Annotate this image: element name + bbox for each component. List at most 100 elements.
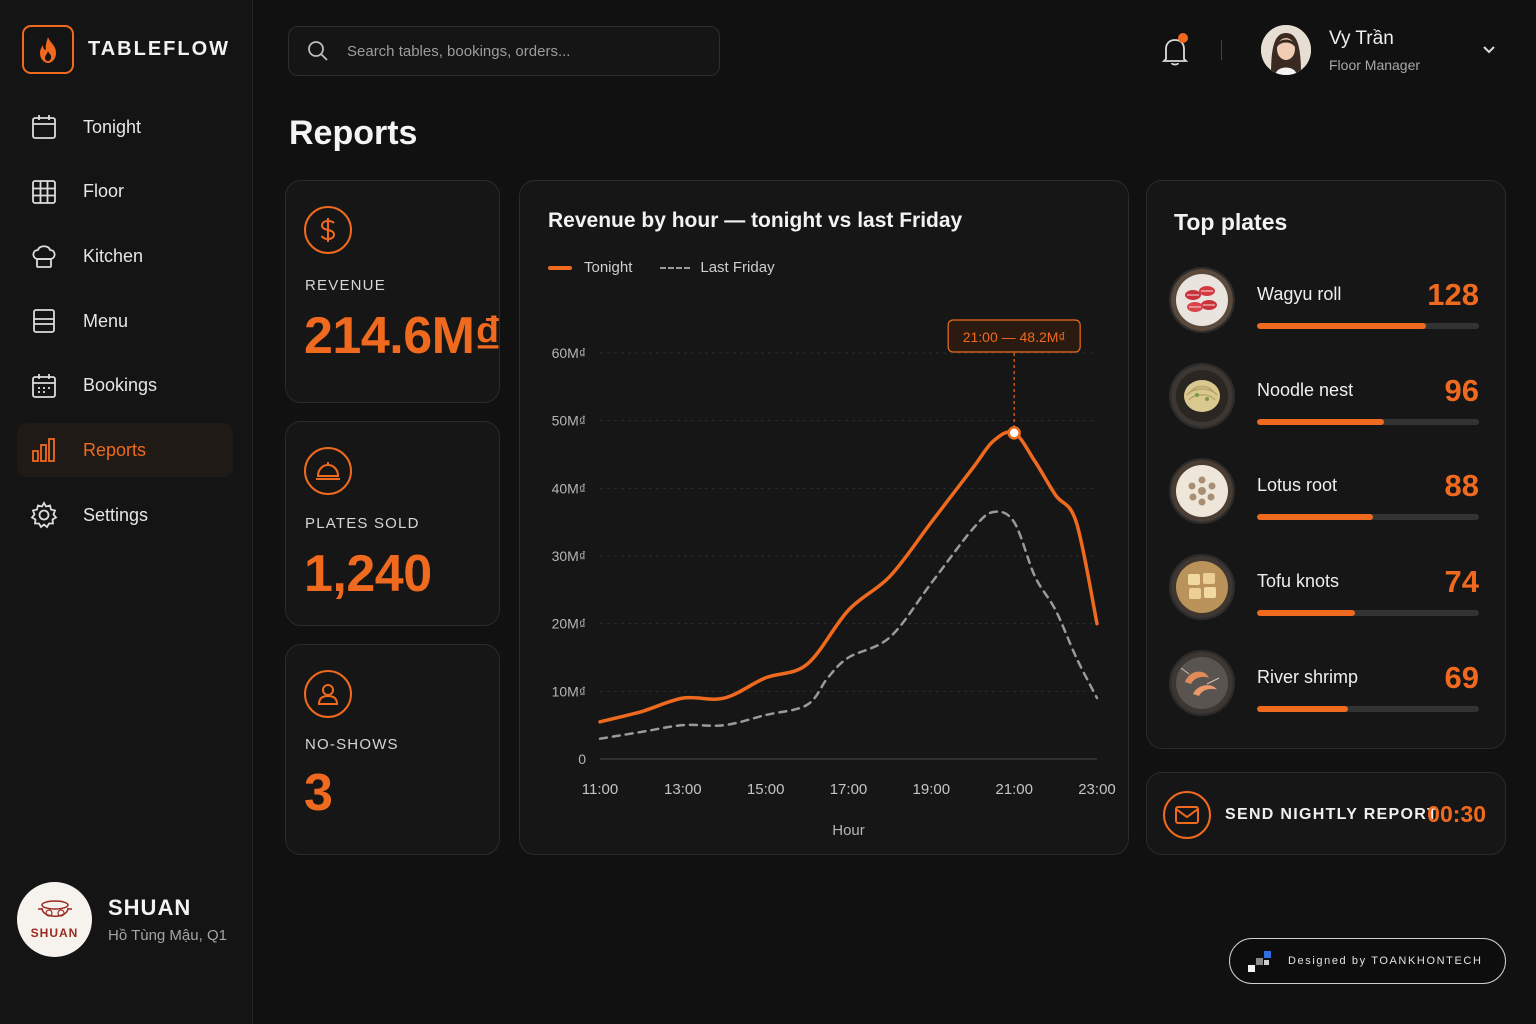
- chevron-down-icon[interactable]: [1481, 44, 1497, 56]
- plate-progress-fill: [1257, 514, 1373, 520]
- x-tick-label: 19:00: [913, 781, 951, 798]
- kpi-card-no-shows: NO-SHOWS 3: [285, 644, 500, 855]
- search-input[interactable]: [347, 42, 687, 60]
- sidebar-item-label: Tonight: [83, 116, 142, 137]
- calendar-icon: [29, 112, 59, 142]
- plate-count: 128: [1427, 277, 1479, 312]
- plate-progress-track: [1257, 323, 1479, 329]
- revenue-chart-card: Revenue by hour — tonight vs last Friday…: [519, 180, 1129, 855]
- revenue-line-chart: 0 10M₫ 20M₫ 30M₫ 40M₫ 50M₫ 60M₫ 11:00 13:00 15:00…: [552, 319, 1116, 839]
- avatar: [1261, 25, 1311, 75]
- plate-count: 96: [1444, 373, 1479, 408]
- designer-credit[interactable]: Designed by TOANKHONTECH: [1229, 938, 1506, 984]
- pixel-logo-icon: [1248, 951, 1271, 972]
- brand[interactable]: TABLEFLOW: [22, 25, 230, 74]
- send-report-label: SEND NIGHTLY REPORT: [1225, 806, 1439, 823]
- list-item[interactable]: River shrimp 69: [1169, 650, 1481, 718]
- user-name: Vy Trần: [1329, 27, 1394, 49]
- lotus-root-image: [1169, 458, 1235, 524]
- sidebar-item-bookings[interactable]: Bookings: [17, 359, 233, 413]
- series-line-tonight: [598, 430, 1099, 724]
- calendar-check-icon: [29, 371, 59, 401]
- series-line-last-friday: [598, 510, 1099, 740]
- restaurant-logo: SHUAN: [17, 882, 92, 957]
- wagyu-roll-image: [1169, 267, 1235, 333]
- dollar-icon: [304, 206, 352, 254]
- restaurant-logo-text: SHUAN: [30, 926, 79, 940]
- x-tick-label: 21:00: [995, 781, 1033, 798]
- y-tick-label: 40M₫: [552, 480, 586, 496]
- restaurant-info[interactable]: SHUAN SHUAN Hồ Tùng Mậu, Q1: [17, 882, 227, 957]
- page-title: Reports: [289, 114, 418, 152]
- annotation-box: [947, 319, 1081, 353]
- y-tick-label: 0: [578, 751, 586, 767]
- plate-progress-track: [1257, 514, 1479, 520]
- list-item[interactable]: Wagyu roll 128: [1169, 267, 1481, 335]
- plate-progress-track: [1257, 610, 1479, 616]
- sidebar-item-kitchen[interactable]: Kitchen: [17, 229, 233, 283]
- sidebar-item-tonight[interactable]: Tonight: [17, 100, 233, 154]
- kpi-value: 214.6M₫: [304, 307, 501, 365]
- sidebar-item-menu[interactable]: Menu: [17, 294, 233, 348]
- send-report-time: 00:30: [1427, 801, 1486, 827]
- restaurant-address: Hồ Tùng Mậu, Q1: [108, 927, 227, 944]
- sidebar-item-floor[interactable]: Floor: [17, 165, 233, 219]
- y-tick-label: 10M₫: [552, 683, 586, 699]
- x-tick-label: 13:00: [664, 781, 702, 798]
- hotpot-icon: [37, 900, 72, 917]
- plate-name: Tofu knots: [1257, 571, 1340, 591]
- top-plates-card: Top plates Wagyu roll 128 Noodle nest 96…: [1146, 180, 1506, 749]
- tofu-knots-image: [1169, 554, 1235, 620]
- bar-chart-icon: [29, 435, 59, 465]
- send-nightly-report-button[interactable]: SEND NIGHTLY REPORT 00:30: [1146, 772, 1506, 855]
- kpi-value: 3: [304, 764, 333, 822]
- y-tick-label: 50M₫: [552, 413, 586, 429]
- plate-progress-fill: [1257, 706, 1348, 712]
- chef-hat-icon: [29, 241, 59, 271]
- sidebar-item-settings[interactable]: Settings: [17, 488, 233, 542]
- y-tick-label: 20M₫: [552, 616, 586, 632]
- sidebar-item-label: Kitchen: [83, 245, 144, 266]
- bell-icon: [1161, 39, 1189, 66]
- kpi-label: NO-SHOWS: [305, 736, 399, 753]
- legend-swatch-tonight: [548, 265, 572, 270]
- plate-progress-track: [1257, 419, 1479, 425]
- sidebar-item-label: Settings: [83, 504, 149, 525]
- plate-progress-fill: [1257, 610, 1355, 616]
- search-bar[interactable]: [288, 26, 720, 76]
- kpi-label: PLATES SOLD: [305, 515, 420, 532]
- y-tick-label: 60M₫: [552, 345, 586, 361]
- sidebar: TABLEFLOW Tonight Floor Kitchen Menu: [0, 0, 253, 1024]
- grid-icon: [29, 177, 59, 207]
- river-shrimp-image: [1169, 650, 1235, 716]
- sidebar-item-label: Menu: [83, 310, 129, 331]
- sidebar-item-label: Reports: [83, 439, 147, 460]
- x-tick-label: 15:00: [747, 781, 785, 798]
- kpi-card-plates-sold: PLATES SOLD 1,240: [285, 421, 500, 626]
- gear-icon: [29, 500, 59, 530]
- menu-book-icon: [29, 306, 59, 336]
- legend-label-tonight: Tonight: [584, 259, 633, 276]
- user-menu[interactable]: Vy Trần Floor Manager: [1261, 25, 1420, 75]
- list-item[interactable]: Lotus root 88: [1169, 458, 1481, 526]
- notification-dot: [1178, 33, 1188, 43]
- list-item[interactable]: Noodle nest 96: [1169, 363, 1481, 431]
- annotation-point: [1007, 426, 1021, 440]
- plate-count: 74: [1444, 564, 1479, 599]
- plate-progress-fill: [1257, 419, 1384, 425]
- user-role: Floor Manager: [1329, 56, 1421, 73]
- noodle-nest-image: [1169, 363, 1235, 429]
- plate-name: Noodle nest: [1257, 380, 1354, 400]
- notifications-button[interactable]: [1160, 33, 1190, 68]
- main-nav: Tonight Floor Kitchen Menu Bookings: [17, 100, 233, 553]
- list-item[interactable]: Tofu knots 74: [1169, 554, 1481, 622]
- legend-label-last-friday: Last Friday: [700, 259, 775, 276]
- plate-name: River shrimp: [1257, 667, 1359, 687]
- sidebar-item-reports[interactable]: Reports: [17, 423, 233, 478]
- kpi-label: REVENUE: [305, 277, 386, 294]
- plate-progress-track: [1257, 706, 1479, 712]
- kpi-value: 1,240: [304, 545, 432, 603]
- header-divider: [1221, 40, 1222, 60]
- x-tick-label: 23:00: [1078, 781, 1116, 798]
- sidebar-item-label: Bookings: [83, 375, 158, 396]
